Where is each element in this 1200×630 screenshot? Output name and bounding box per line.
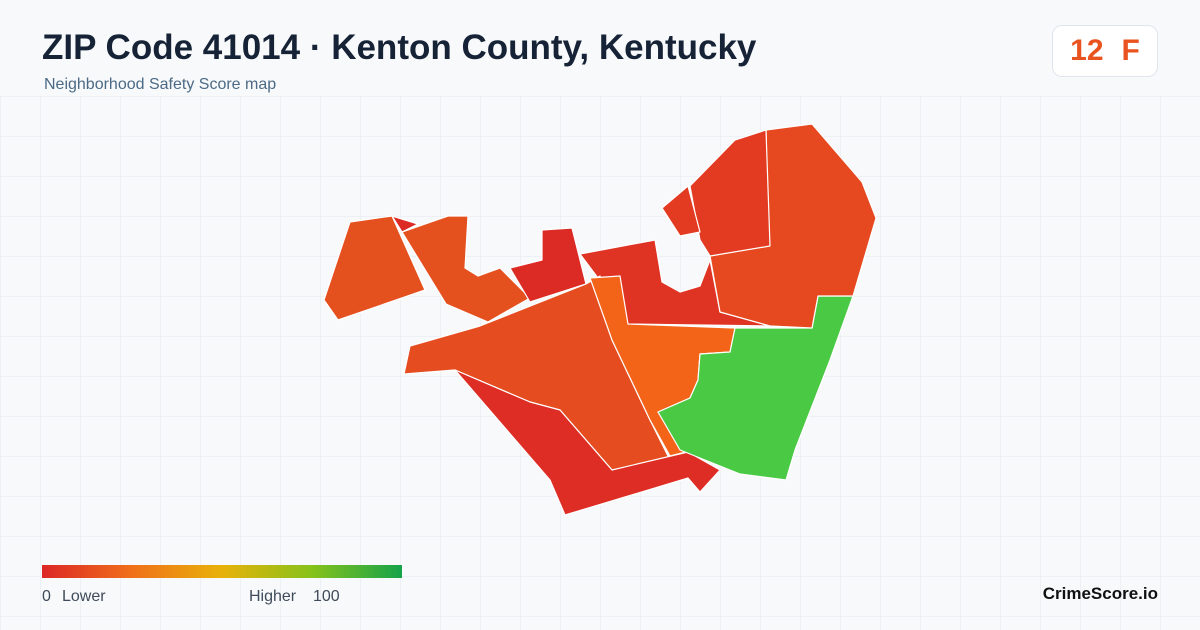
area bbox=[689, 129, 771, 257]
score-badge: 12 F bbox=[1052, 25, 1158, 77]
subtitle: Neighborhood Safety Score map bbox=[44, 76, 277, 93]
legend-high-label: Higher bbox=[249, 588, 297, 605]
area bbox=[661, 185, 701, 237]
legend-max: 100 bbox=[313, 588, 340, 605]
score: 12 bbox=[1070, 34, 1104, 67]
legend-gradient bbox=[42, 565, 402, 578]
legend-low-label: Lower bbox=[62, 588, 106, 605]
brand: CrimeScore.io bbox=[1042, 584, 1158, 603]
legend-min: 0 bbox=[42, 588, 51, 605]
zip-areas bbox=[323, 123, 877, 516]
area bbox=[454, 369, 721, 516]
area bbox=[323, 215, 426, 321]
area bbox=[401, 215, 531, 323]
grade: F bbox=[1121, 34, 1140, 67]
area bbox=[509, 227, 587, 303]
area bbox=[391, 215, 419, 233]
title: ZIP Code 41014 · Kenton County, Kentucky bbox=[42, 28, 757, 67]
